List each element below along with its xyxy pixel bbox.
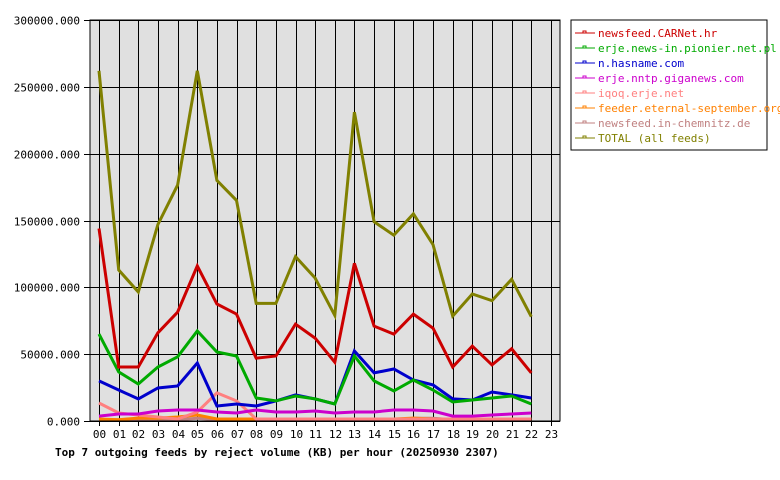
legend-marker-icon xyxy=(582,45,587,49)
x-tick-label: 06 xyxy=(211,428,224,441)
y-tick-label: 100000.000 xyxy=(14,282,80,295)
legend-item: TOTAL (all feeds) xyxy=(575,132,711,145)
x-tick-label: 02 xyxy=(132,428,145,441)
x-tick-label: 15 xyxy=(388,428,401,441)
series-line-erje-news-in-pionier-net-pl xyxy=(97,328,532,406)
x-axis: 00 01 02 03 04 05 06 07 08 09 10 11 12 13 14 15 16 17 18 19… xyxy=(93,421,558,441)
series-line-total-all-feeds- xyxy=(97,70,533,321)
legend-label: erje.nntp.giganews.com xyxy=(598,72,744,85)
legend-marker-icon xyxy=(582,30,587,34)
legend-label: TOTAL (all feeds) xyxy=(598,132,711,145)
x-tick-label: 21 xyxy=(506,428,519,441)
legend-label: n.hasname.com xyxy=(598,57,684,70)
y-tick-label: 0.000 xyxy=(47,416,80,429)
x-tick-label: 11 xyxy=(309,428,322,441)
x-tick-label: 04 xyxy=(172,428,186,441)
legend-item: newsfeed.CARNet.hr xyxy=(575,27,718,40)
legend-label: newsfeed.in-chemnitz.de xyxy=(598,117,750,130)
y-tick-label: 150000.000 xyxy=(14,216,80,229)
y-tick-label: 200000.000 xyxy=(14,149,80,162)
x-tick-label: 17 xyxy=(427,428,440,441)
legend-label: erje.news-in.pionier.net.pl xyxy=(598,42,777,55)
legend-item: erje.news-in.pionier.net.pl xyxy=(575,42,777,55)
legend-item: iqoq.erje.net xyxy=(575,87,684,100)
legend-item: erje.nntp.giganews.com xyxy=(575,72,744,85)
x-tick-label: 13 xyxy=(348,428,361,441)
series-line-erje-nntp-giganews-com xyxy=(98,408,532,418)
plot-frame xyxy=(89,19,561,422)
x-tick-label: 20 xyxy=(486,428,499,441)
x-tick-label: 22 xyxy=(525,428,538,441)
y-axis: 0.000 50000.000 100000.000 150000.000 200000… xyxy=(14,15,90,429)
y-tick-label: 250000.000 xyxy=(14,82,80,95)
legend-box xyxy=(570,19,768,151)
series-line-newsfeed-carnet-hr xyxy=(97,228,533,374)
legend-marker-icon xyxy=(582,60,587,64)
legend-marker-icon xyxy=(582,105,587,109)
legend-label: iqoq.erje.net xyxy=(598,87,684,100)
legend-marker-icon xyxy=(582,120,587,124)
y-tick-label: 300000.000 xyxy=(14,15,80,28)
legend-marker-icon xyxy=(582,135,587,139)
legend-marker-icon xyxy=(582,75,587,79)
x-tick-label: 12 xyxy=(329,428,342,441)
legend-item: n.hasname.com xyxy=(575,57,684,70)
legend: newsfeed.CARNet.hr erje.news-in.pionier.n… xyxy=(570,19,780,151)
x-tick-label: 08 xyxy=(250,428,263,441)
x-tick-label: 01 xyxy=(113,428,126,441)
legend-item: newsfeed.in-chemnitz.de xyxy=(575,117,750,130)
series-line-iqoq-erje-net xyxy=(98,391,532,421)
y-tick-label: 50000.000 xyxy=(20,349,80,362)
x-tick-label: 09 xyxy=(270,428,283,441)
x-tick-label: 14 xyxy=(368,428,382,441)
legend-label: newsfeed.CARNet.hr xyxy=(598,27,718,40)
series-lines xyxy=(97,70,533,422)
x-tick-label: 00 xyxy=(93,428,106,441)
legend-item: feeder.eternal-september.org xyxy=(575,102,780,115)
x-tick-label: 18 xyxy=(447,428,460,441)
x-tick-label: 16 xyxy=(407,428,420,441)
legend-marker-icon xyxy=(582,90,587,94)
x-tick-label: 10 xyxy=(290,428,303,441)
legend-label: feeder.eternal-september.org xyxy=(598,102,780,115)
x-tick-label: 07 xyxy=(231,428,244,441)
x-tick-label: 19 xyxy=(466,428,479,441)
x-tick-label: 03 xyxy=(152,428,165,441)
chart-title: Top 7 outgoing feeds by reject volume (K… xyxy=(55,446,499,459)
x-tick-label: 23 xyxy=(545,428,558,441)
x-tick-label: 05 xyxy=(191,428,204,441)
